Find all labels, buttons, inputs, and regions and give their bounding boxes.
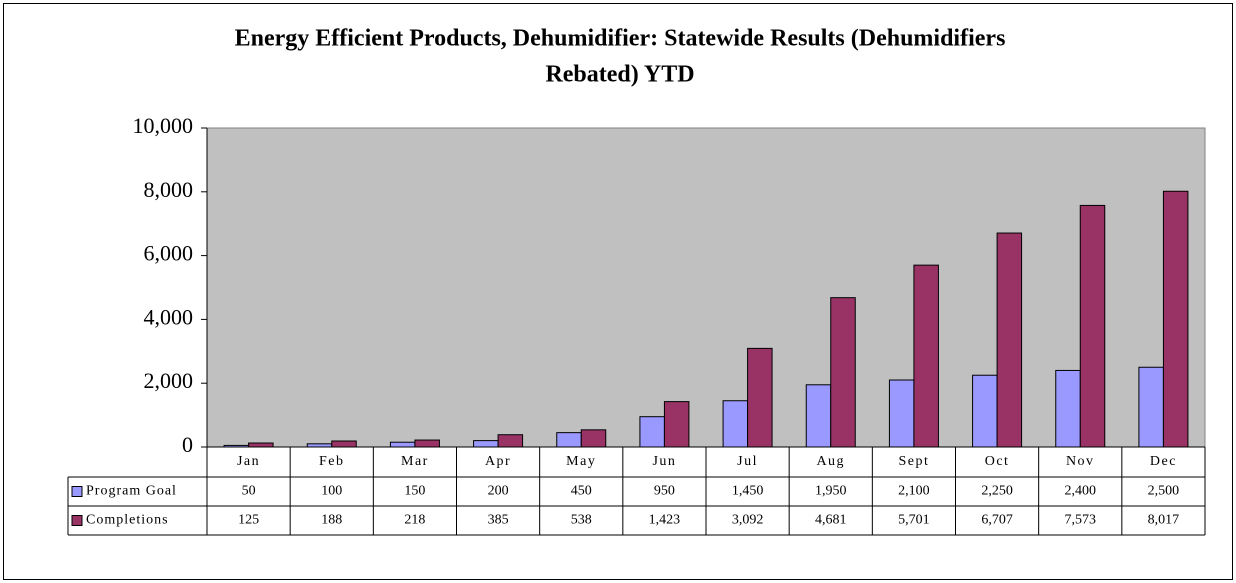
x-tick-label: Sept [898, 454, 929, 469]
x-tick-label: Dec [1150, 454, 1177, 469]
bar [1138, 366, 1164, 448]
table-cell: 2,250 [981, 484, 1013, 499]
table-cell: 385 [488, 513, 509, 528]
bar [747, 347, 773, 448]
y-tick-label: 8,000 [144, 177, 194, 202]
chart-title: Energy Efficient Products, Dehumidifier:… [235, 26, 1006, 52]
table-cell: 5,701 [898, 513, 930, 528]
bar [913, 264, 939, 448]
y-tick-label: 6,000 [144, 241, 194, 266]
bar [972, 374, 998, 448]
bar [497, 434, 524, 448]
y-tick-label: 4,000 [144, 304, 194, 329]
x-tick-label: May [566, 454, 596, 469]
table-cell: 1,450 [732, 484, 764, 499]
table-cell: 100 [321, 484, 342, 499]
bar [580, 429, 607, 448]
table-cell: 3,092 [732, 513, 764, 528]
x-tick-label: Apr [485, 454, 511, 469]
legend-swatch [71, 486, 83, 497]
table-cell: 8,017 [1148, 513, 1180, 528]
x-tick-label: Mar [401, 454, 429, 469]
bar [331, 440, 357, 448]
bar [248, 442, 274, 448]
bar [389, 441, 416, 448]
table-cell: 2,500 [1148, 484, 1180, 499]
table-cell: 188 [321, 513, 342, 528]
y-tick-label: 0 [182, 432, 193, 457]
y-tick-label: 2,000 [144, 368, 194, 393]
y-tick-label: 10,000 [133, 113, 194, 138]
bar [830, 297, 856, 448]
table-cell: 1,950 [815, 484, 847, 499]
bar [1055, 369, 1081, 448]
bar [722, 400, 749, 448]
table-cell: 50 [242, 484, 256, 499]
bar [1162, 190, 1189, 448]
x-tick-label: Oct [985, 454, 1010, 469]
table-cell: 950 [654, 484, 675, 499]
table-cell: 6,707 [981, 513, 1013, 528]
chart-title: Rebated) YTD [545, 62, 694, 88]
table-cell: 2,100 [898, 484, 930, 499]
x-tick-label: Jun [652, 454, 676, 469]
table-cell: 200 [488, 484, 509, 499]
table-cell: 450 [571, 484, 592, 499]
bar [996, 232, 1023, 448]
table-cell: 2,400 [1065, 484, 1097, 499]
bar [1079, 204, 1106, 448]
table-cell: 1,423 [649, 513, 681, 528]
legend-label: Completions [86, 513, 169, 528]
bar [473, 440, 499, 448]
x-tick-label: Nov [1066, 454, 1095, 469]
table-cell: 150 [404, 484, 425, 499]
legend-swatch [71, 515, 83, 526]
legend-label: Program Goal [86, 484, 177, 499]
table-cell: 538 [571, 513, 592, 528]
bar [414, 439, 440, 448]
x-tick-label: Aug [816, 454, 845, 469]
bar [556, 432, 582, 448]
table-cell: 218 [404, 513, 425, 528]
table-cell: 7,573 [1065, 513, 1097, 528]
bar [888, 379, 915, 448]
bar [639, 416, 665, 448]
x-tick-label: Jul [737, 454, 758, 469]
bar [805, 384, 832, 448]
x-tick-label: Jan [237, 454, 260, 469]
bar [663, 401, 690, 448]
x-tick-label: Feb [319, 454, 345, 469]
table-cell: 125 [238, 513, 259, 528]
plot-area [206, 127, 1206, 448]
table-cell: 4,681 [815, 513, 847, 528]
